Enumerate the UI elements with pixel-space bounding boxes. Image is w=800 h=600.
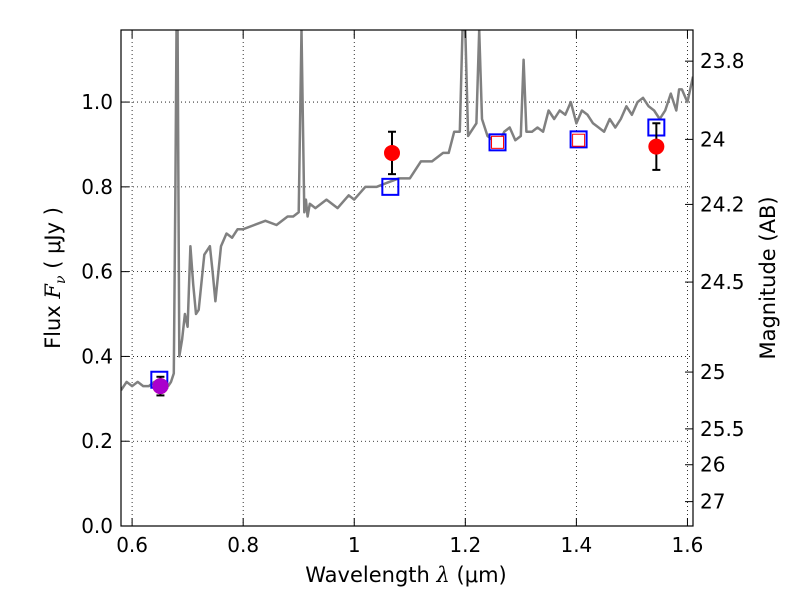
plot-area — [121, 30, 693, 397]
y2-tick-label: 23.8 — [700, 49, 745, 73]
y-tick-label: 1.0 — [81, 90, 113, 114]
plot-frame — [120, 29, 694, 527]
y2-tick-label: 24 — [700, 127, 725, 151]
grid — [121, 30, 693, 526]
x-tick-label: 0.8 — [227, 533, 259, 557]
y2-tick-label: 24.2 — [700, 192, 745, 216]
y2-tick-label: 24.5 — [700, 270, 745, 294]
model-photometry-square — [381, 177, 400, 196]
y2-tick-label: 25 — [700, 360, 725, 384]
observed-photometry-point — [648, 138, 665, 155]
model-photometry-square — [569, 130, 588, 149]
observed-photometry-point — [384, 144, 401, 161]
spectrum-line — [121, 30, 693, 391]
y-tick-label: 0.2 — [81, 429, 113, 453]
axis-ticks: 0.6 0.8 1 1.2 1.4 1.6 0.0 0.2 0.4 0.6 0.8 1.0 23.8 24… — [81, 30, 745, 557]
model-photometry-square — [488, 133, 507, 152]
y2-tick-label: 27 — [700, 490, 725, 514]
x-axis-title: Wavelength λ (μm) — [305, 563, 506, 587]
non-detection-square — [572, 133, 586, 147]
highlight-point — [152, 378, 169, 395]
x-tick-label: 1.6 — [672, 533, 704, 557]
y-tick-label: 0.8 — [81, 175, 113, 199]
x-tick-label: 1 — [348, 533, 361, 557]
y-tick-label: 0.6 — [81, 260, 113, 284]
y-axis-title: Flux Fν ( μJy ) — [41, 207, 69, 349]
y2-tick-label: 26 — [700, 453, 725, 477]
non-detection-square — [491, 135, 505, 149]
y2-tick-label: 25.5 — [700, 417, 745, 441]
y-tick-label: 0.4 — [81, 344, 113, 368]
x-tick-label: 1.2 — [449, 533, 481, 557]
x-tick-label: 1.4 — [560, 533, 592, 557]
x-tick-label: 0.6 — [116, 533, 148, 557]
y-tick-label: 0.0 — [81, 514, 113, 538]
y2-axis-title: Magnitude (AB) — [756, 196, 780, 359]
